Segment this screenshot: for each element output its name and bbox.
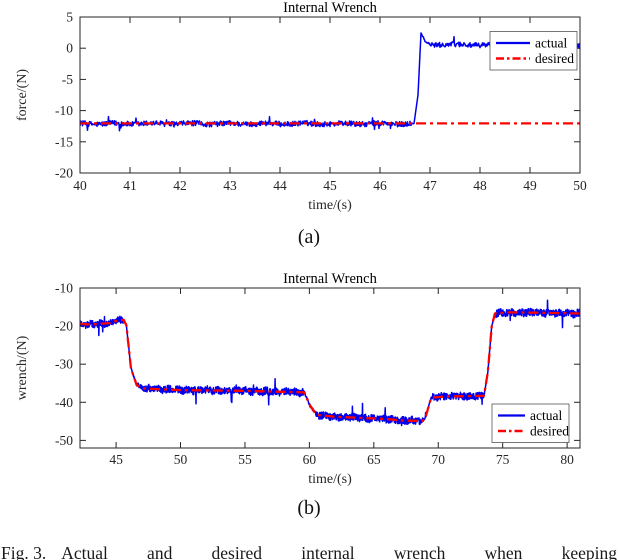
x-tick-label: 47 — [423, 178, 437, 193]
chart-b: Internal Wrench time/(s) wrench/(N) 45 50 55 6… — [15, 271, 581, 487]
x-tick-label: 41 — [123, 178, 137, 193]
y-tick-label: -20 — [55, 166, 73, 181]
figure-caption-text: Actual and desired internal wrench when … — [61, 543, 617, 560]
x-tick-label: 70 — [431, 452, 445, 467]
y-tick-label: 0 — [66, 41, 73, 56]
y-tick-label: -30 — [55, 357, 73, 372]
subfigure-label-b: (b) — [297, 497, 321, 519]
series-desired-line — [80, 311, 580, 423]
legend-desired-label: desired — [535, 51, 574, 66]
y-tick-label: 5 — [66, 10, 73, 25]
x-tick-label: 49 — [523, 178, 537, 193]
x-axis-label: time/(s) — [308, 472, 352, 487]
figure-caption-number: Fig. 3. — [1, 543, 47, 560]
x-tick-label: 46 — [373, 178, 387, 193]
subfigure-label-a: (a) — [297, 226, 321, 248]
x-tick-label: 60 — [303, 452, 317, 467]
y-tick-label: -10 — [55, 103, 73, 118]
x-tick-label: 43 — [223, 178, 237, 193]
y-axis-label: wrench/(N) — [15, 335, 30, 400]
x-axis-label: time/(s) — [308, 198, 352, 213]
y-tick-label: -50 — [55, 433, 73, 448]
x-tick-label: 42 — [173, 178, 187, 193]
y-tick-label: -20 — [55, 319, 73, 334]
x-tick-label: 55 — [238, 452, 252, 467]
x-tick-label: 65 — [367, 452, 381, 467]
legend-actual-label: actual — [530, 408, 562, 423]
y-tick-label: -40 — [55, 395, 73, 410]
axes-box — [79, 16, 581, 174]
legend-box — [489, 31, 578, 71]
figure-caption: Fig. 3. Actual and desired internal wren… — [1, 543, 617, 560]
y-tick-label: -10 — [55, 281, 73, 296]
x-tick-label: 44 — [273, 178, 287, 193]
x-tick-label: 50 — [174, 452, 188, 467]
x-tick-label: 75 — [496, 452, 510, 467]
x-tick-label: 50 — [573, 178, 587, 193]
chart-a: Internal Wrench time/(s) force/(N) 40 41 42 43… — [15, 0, 587, 213]
chart-title: Internal Wrench — [283, 271, 378, 287]
legend-box — [491, 403, 570, 443]
y-axis-label: force/(N) — [15, 69, 30, 121]
x-tick-label: 80 — [560, 452, 574, 467]
legend-actual-label: actual — [535, 36, 567, 51]
x-tick-label: 45 — [323, 178, 337, 193]
x-tick-label: 48 — [473, 178, 487, 193]
axes-box — [79, 287, 581, 449]
series-actual-line — [80, 299, 580, 427]
chart-title: Internal Wrench — [283, 0, 378, 16]
y-tick-label: -5 — [62, 72, 73, 87]
legend-desired-label: desired — [530, 424, 569, 439]
x-tick-label: 40 — [73, 178, 87, 193]
x-tick-label: 45 — [109, 452, 123, 467]
y-tick-label: -15 — [55, 134, 73, 149]
